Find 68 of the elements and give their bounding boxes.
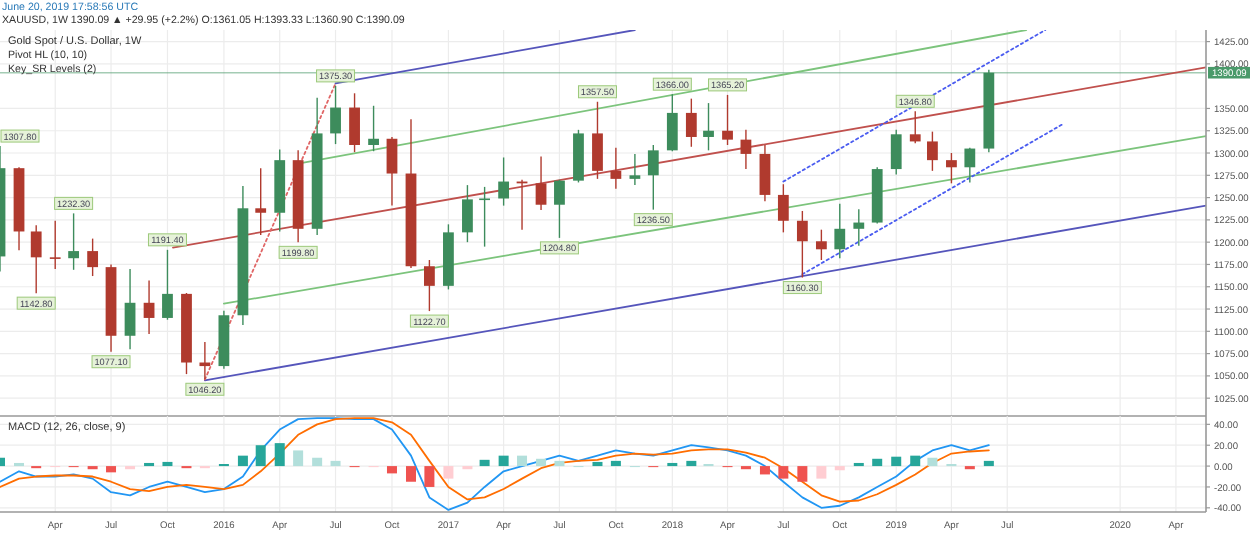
candlestick [890,129,902,176]
bar [686,460,697,467]
candlestick [143,279,155,335]
candlestick [927,130,938,172]
bar [330,460,341,467]
bar [312,457,323,467]
bar [778,466,789,479]
candlestick [722,94,733,146]
bar [386,466,397,474]
candlestick [796,210,808,279]
candlestick [386,136,398,207]
candlestick [498,156,510,207]
candlestick [909,110,921,144]
candlestick [535,155,547,211]
bar [610,460,621,467]
candlestick [124,268,136,350]
candlestick [87,237,99,277]
candlestick [629,153,641,186]
candlestick [424,259,435,312]
candlestick [462,184,473,243]
bar [910,455,921,467]
bar [891,456,902,467]
bar [162,461,173,467]
bar [293,450,304,467]
candlestick [946,152,957,185]
candlestick [368,105,379,152]
bar [816,466,827,479]
candlestick [68,212,80,271]
candlestick [740,129,752,170]
bar [592,461,603,467]
bar [406,466,416,482]
bar [237,455,248,467]
candlestick [30,224,42,294]
candlestick [964,146,976,184]
candlestick [49,220,61,270]
bar [255,445,266,467]
candlestick [777,183,789,234]
candlestick [554,179,565,239]
candlestick [647,144,659,211]
bar [797,466,808,482]
bar [443,466,454,479]
bar [872,458,883,467]
candlestick [349,92,360,153]
candlestick [479,186,491,248]
bar [517,455,528,467]
candlestick [853,208,865,247]
bar [536,458,547,467]
bar [983,460,994,467]
bar [554,460,565,467]
candlestick [759,144,771,202]
candlestick [685,97,697,148]
candlestick [255,167,267,236]
bar [424,466,435,487]
candlestick [330,85,341,145]
candlestick [834,203,846,259]
bar [106,466,117,473]
candlestick [666,93,678,152]
candlestick [703,102,714,152]
candlestick [610,146,622,190]
candlestick [162,249,173,321]
bar [927,457,938,467]
bar [479,459,490,467]
bar [274,443,285,467]
candlestick [815,228,827,261]
bar [498,455,509,467]
candlestick [573,129,584,184]
candlestick [592,101,603,180]
bar [759,466,770,475]
